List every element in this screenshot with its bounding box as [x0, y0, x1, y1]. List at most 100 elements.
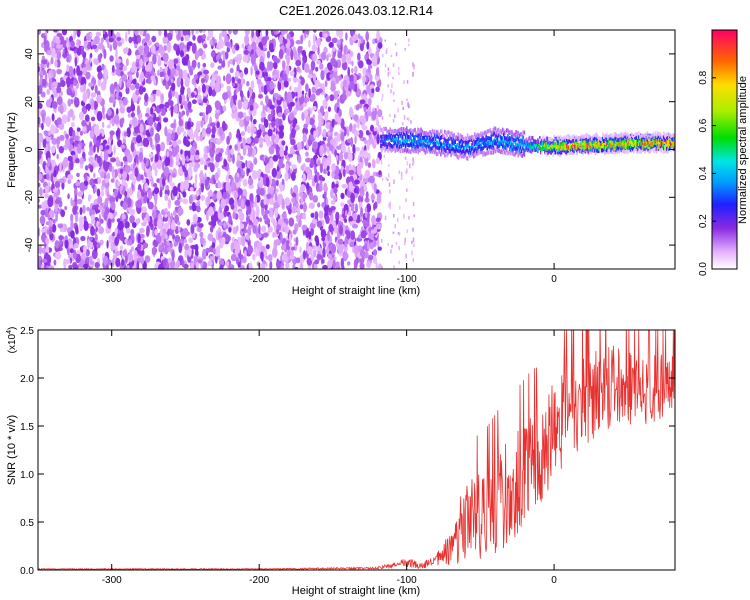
- heatmap-cell: [93, 143, 96, 153]
- heatmap-cell: [174, 206, 179, 211]
- heatmap-cell: [288, 255, 295, 260]
- heatmap-cell: [536, 140, 538, 144]
- heatmap-cell: [277, 112, 283, 118]
- heatmap-cell: [460, 150, 463, 155]
- heatmap-cell: [467, 144, 470, 149]
- heatmap-cell: [509, 147, 511, 152]
- heatmap-cell: [561, 146, 564, 151]
- heatmap-cell: [505, 130, 507, 135]
- heatmap-cell: [137, 189, 141, 201]
- heatmap-cell: [347, 138, 353, 144]
- heatmap-cell: [319, 105, 325, 114]
- heatmap-cell: [553, 140, 556, 145]
- heatmap-cell: [317, 112, 322, 123]
- heatmap-cell: [190, 224, 195, 234]
- heatmap-cell: [289, 146, 295, 156]
- heatmap-cell: [387, 142, 389, 147]
- heatmap-cell: [299, 204, 304, 210]
- heatmap-cell: [340, 192, 345, 200]
- heatmap-cell: [180, 104, 184, 110]
- heatmap-cell: [592, 145, 595, 149]
- heatmap-cell: [375, 115, 379, 126]
- heatmap-cell: [394, 114, 396, 119]
- heatmap-cell: [434, 142, 437, 146]
- heatmap-cell: [485, 151, 487, 156]
- heatmap-cell: [198, 223, 204, 228]
- heatmap-cell: [317, 88, 323, 94]
- heatmap-cell: [232, 104, 237, 111]
- heatmap-cell: [501, 144, 504, 149]
- heatmap-cell: [549, 145, 551, 150]
- heatmap-cell: [537, 142, 539, 147]
- heatmap-cell: [158, 103, 165, 109]
- heatmap-cell: [394, 137, 397, 142]
- heatmap-cell: [108, 96, 114, 103]
- heatmap-cell: [77, 70, 83, 76]
- heatmap-cell: [479, 143, 481, 148]
- heatmap-cell: [569, 151, 571, 155]
- heatmap-cell: [273, 74, 277, 81]
- heatmap-cell: [428, 135, 431, 140]
- heatmap-cell: [165, 184, 169, 191]
- heatmap-cell: [484, 137, 486, 142]
- heatmap-cell: [353, 244, 359, 256]
- heatmap-cell: [607, 140, 609, 145]
- heatmap-cell: [412, 148, 414, 153]
- heatmap-cell: [472, 146, 474, 151]
- heatmap-cell: [389, 189, 391, 194]
- heatmap-cell: [285, 108, 290, 114]
- heatmap-cell: [106, 172, 111, 180]
- heatmap-cell: [322, 259, 325, 264]
- heatmap-cell: [255, 248, 258, 257]
- heatmap-cell: [68, 108, 74, 118]
- heatmap-cell: [367, 162, 372, 168]
- heatmap-cell: [90, 116, 96, 122]
- heatmap-cell: [612, 137, 614, 142]
- heatmap-cell: [327, 230, 330, 242]
- heatmap-cell: [453, 148, 455, 153]
- heatmap-cell: [376, 133, 380, 145]
- heatmap-cell: [351, 60, 354, 66]
- heatmap-cell: [595, 137, 598, 142]
- heatmap-cell: [398, 232, 401, 236]
- heatmap-cell: [258, 93, 263, 99]
- heatmap-cell: [129, 215, 135, 224]
- heatmap-cell: [517, 137, 519, 142]
- heatmap-cell: [345, 165, 350, 175]
- heatmap-cell: [507, 151, 509, 156]
- heatmap-cell: [462, 145, 465, 150]
- heatmap-cell: [226, 135, 231, 145]
- heatmap-cell: [419, 143, 421, 148]
- heatmap-cell: [542, 141, 544, 146]
- heatmap-cell: [547, 150, 549, 155]
- heatmap-cell: [184, 169, 189, 178]
- heatmap-cell: [408, 129, 410, 134]
- heatmap-cell: [218, 126, 224, 136]
- heatmap-cell: [557, 148, 560, 153]
- heatmap-cell: [384, 138, 386, 143]
- heatmap-cell: [135, 89, 140, 96]
- heatmap-cell: [597, 139, 600, 144]
- heatmap-cell: [543, 135, 545, 140]
- heatmap-cell: [137, 233, 141, 244]
- heatmap-cell: [333, 67, 338, 72]
- heatmap-cell: [433, 141, 436, 146]
- heatmap-cell: [395, 147, 398, 152]
- heatmap-cell: [415, 140, 417, 145]
- heatmap-cell: [367, 239, 370, 251]
- heatmap-cell: [502, 143, 505, 148]
- heatmap-cell: [112, 40, 118, 51]
- heatmap-cell: [496, 139, 499, 144]
- heatmap-cell: [404, 128, 407, 133]
- heatmap-cell: [403, 148, 406, 153]
- heatmap-cell: [153, 183, 158, 188]
- heatmap-cell: [241, 43, 245, 49]
- heatmap-cell: [482, 136, 484, 141]
- heatmap-cell: [271, 167, 277, 178]
- heatmap-cell: [476, 152, 478, 157]
- heatmap-cell: [346, 230, 351, 240]
- heatmap-cell: [136, 199, 143, 209]
- heatmap-cell: [392, 231, 395, 234]
- heatmap-cell: [200, 182, 205, 193]
- heatmap-cell: [243, 49, 250, 55]
